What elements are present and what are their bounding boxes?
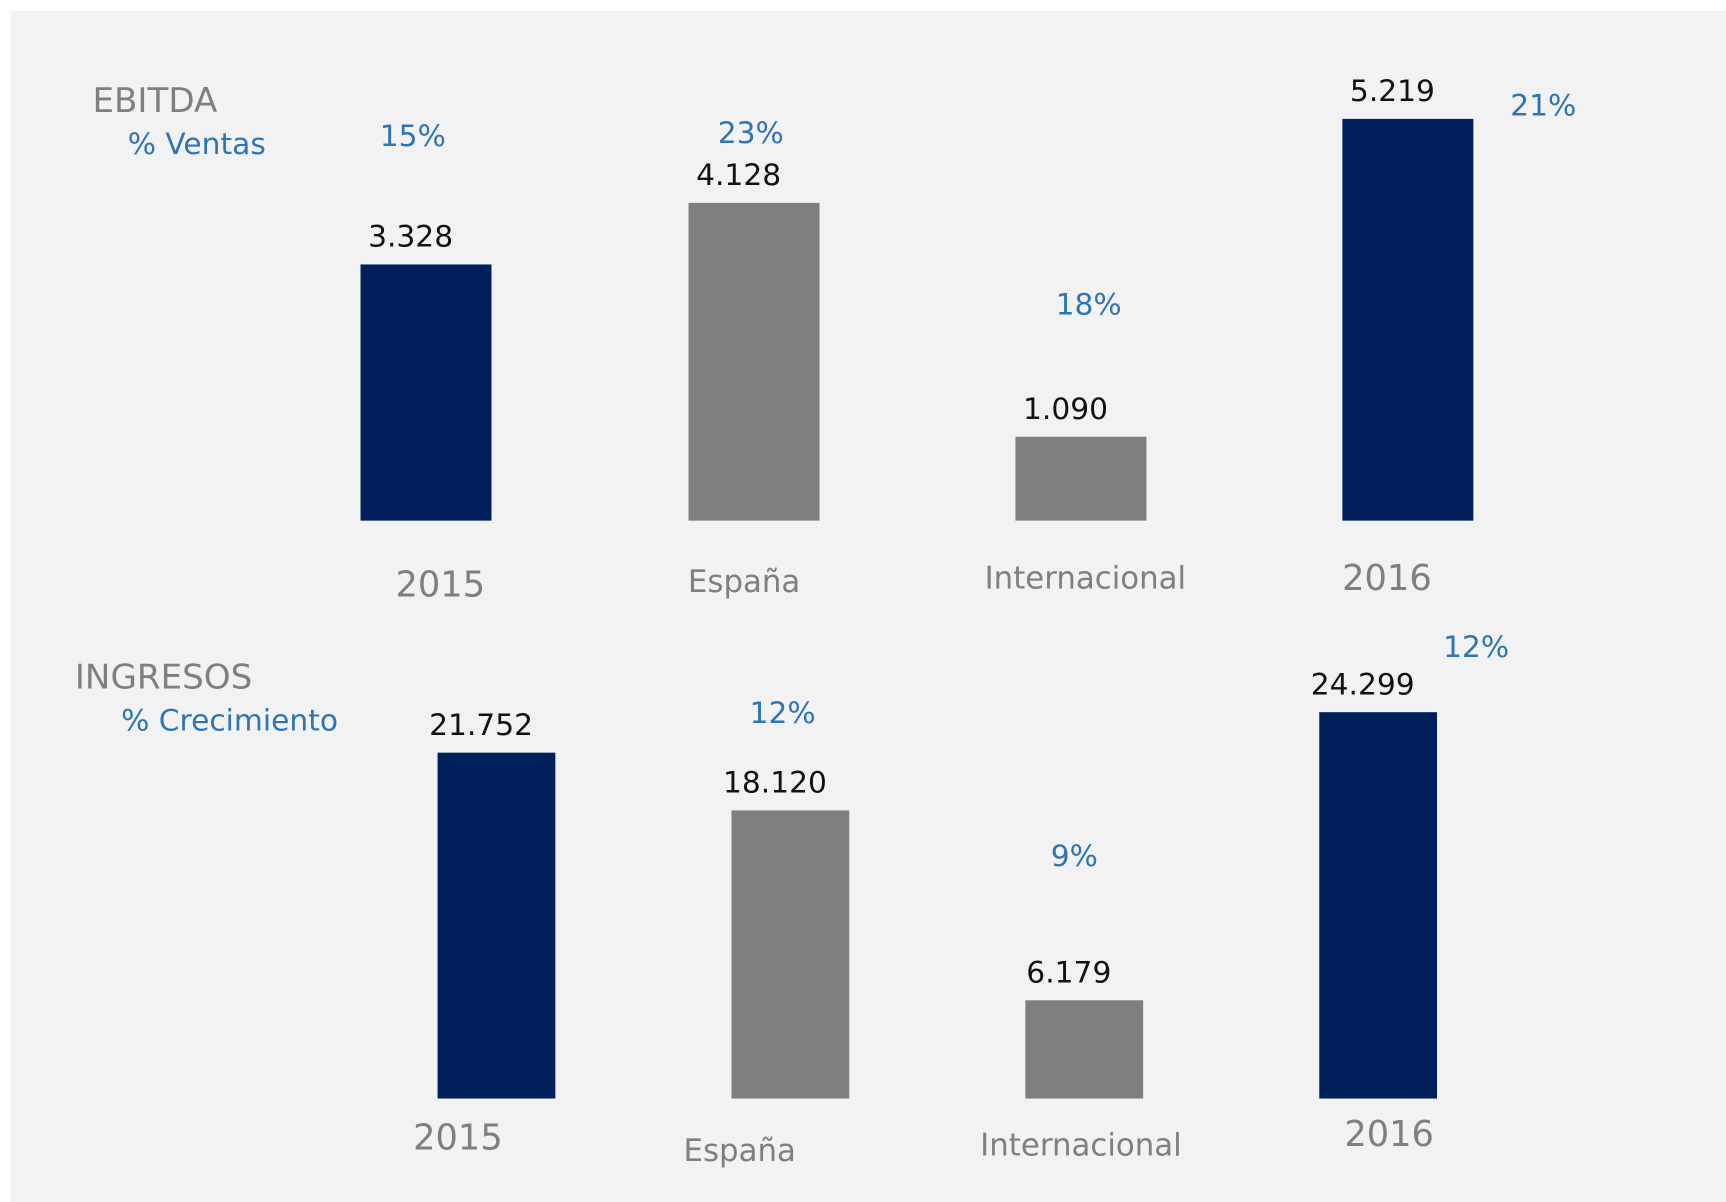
category-label: 2015 xyxy=(395,565,485,606)
bar xyxy=(1319,712,1438,1099)
value-label: 4.128 xyxy=(696,158,781,193)
bar xyxy=(1015,436,1147,521)
bar xyxy=(1025,1000,1144,1099)
bar xyxy=(688,202,820,521)
bar xyxy=(360,264,492,521)
category-label: 2016 xyxy=(1342,558,1432,599)
bar xyxy=(731,810,850,1099)
value-label: 3.328 xyxy=(368,220,453,255)
value-label: 6.179 xyxy=(1026,955,1111,990)
percent-label: 12% xyxy=(750,696,816,731)
value-label: 24.299 xyxy=(1311,667,1415,702)
percent-label: 9% xyxy=(1051,839,1098,874)
chart-subtitle: % Ventas xyxy=(128,127,266,162)
category-label: 2015 xyxy=(413,1117,503,1158)
percent-label: 15% xyxy=(380,119,446,154)
category-label: España xyxy=(684,1133,796,1169)
chart-subtitle: % Crecimiento xyxy=(121,704,338,739)
category-label: 2016 xyxy=(1344,1114,1434,1155)
value-label: 1.090 xyxy=(1023,392,1108,427)
category-label: Internacional xyxy=(985,561,1187,597)
bar xyxy=(1342,118,1474,521)
value-label: 5.219 xyxy=(1350,74,1435,109)
category-label: Internacional xyxy=(980,1127,1182,1163)
value-label: 18.120 xyxy=(723,766,827,801)
chart-title: INGRESOS xyxy=(75,658,252,698)
bar xyxy=(437,752,556,1099)
percent-label: 21% xyxy=(1510,88,1576,123)
chart-title: EBITDA xyxy=(92,81,218,121)
percent-label: 18% xyxy=(1056,288,1122,323)
percent-label: 12% xyxy=(1443,630,1509,665)
category-label: España xyxy=(688,564,800,600)
percent-label: 23% xyxy=(718,116,784,151)
value-label: 21.752 xyxy=(429,708,533,743)
